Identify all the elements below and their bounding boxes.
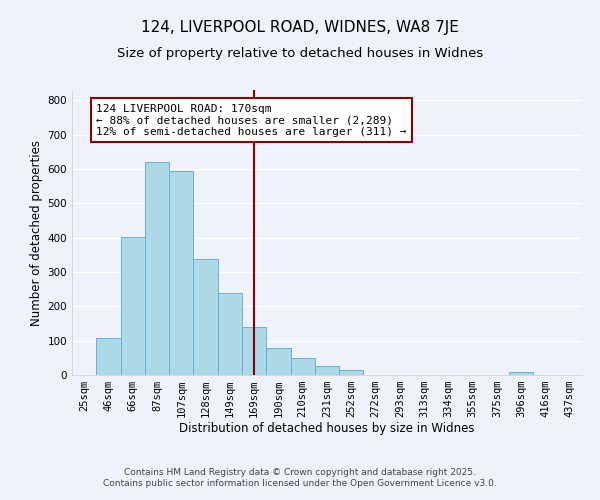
Bar (145, 162, 169, 375)
Bar (96, 338, 121, 375)
Text: 124 LIVERPOOL ROAD: 170sqm
← 88% of detached houses are smaller (2,289)
12% of s: 124 LIVERPOOL ROAD: 170sqm ← 88% of deta… (96, 104, 407, 137)
Bar (315, 366, 339, 375)
Bar (509, 372, 533, 375)
Bar (193, 259, 218, 375)
Text: Size of property relative to detached houses in Widnes: Size of property relative to detached ho… (117, 48, 483, 60)
Bar (218, 294, 242, 375)
Bar (266, 348, 290, 375)
Bar (339, 370, 364, 375)
Bar (290, 358, 315, 375)
Bar (121, 236, 145, 375)
Y-axis label: Number of detached properties: Number of detached properties (31, 140, 43, 326)
Bar (169, 170, 193, 375)
Text: 124, LIVERPOOL ROAD, WIDNES, WA8 7JE: 124, LIVERPOOL ROAD, WIDNES, WA8 7JE (141, 20, 459, 35)
Text: Contains HM Land Registry data © Crown copyright and database right 2025.
Contai: Contains HM Land Registry data © Crown c… (103, 468, 497, 487)
X-axis label: Distribution of detached houses by size in Widnes: Distribution of detached houses by size … (179, 422, 475, 434)
Bar (242, 327, 266, 375)
